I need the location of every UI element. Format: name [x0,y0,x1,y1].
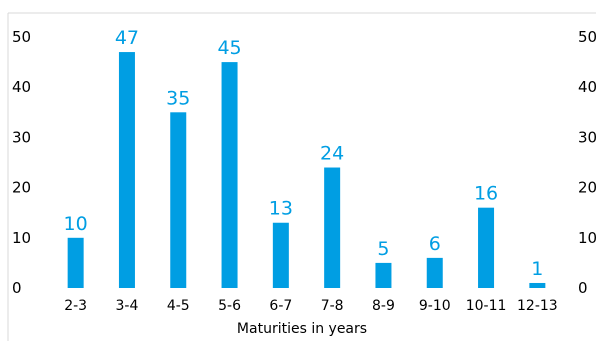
data-label: 13 [269,198,293,220]
bar [170,112,187,288]
data-label: 1 [531,258,543,280]
bar [426,257,443,288]
data-label: 6 [429,233,441,255]
y-tick-label-right: 0 [578,279,588,297]
y-tick-label-left: 0 [12,279,22,297]
x-tick-label: 5-6 [218,298,241,314]
y-tick-label-right: 50 [578,28,596,46]
bar [375,262,392,288]
y-tick-label-right: 20 [578,179,596,197]
y-tick-label-right: 30 [578,128,596,146]
data-label: 47 [115,27,139,49]
y-tick-label-left: 10 [12,229,31,247]
x-axis-title: Maturities in years [237,321,367,337]
x-axis: 2-3 3-4 4-5 5-6 6-7 7-8 8-9 9-10 10-11 12-13 [64,298,557,314]
bar [529,282,546,288]
y-tick-label-left: 30 [12,128,31,146]
bar-series [67,52,546,289]
x-tick-label: 12-13 [517,298,558,314]
data-label: 5 [377,238,389,260]
x-tick-label: 10-11 [466,298,507,314]
y-axis-right: 0 10 20 30 40 50 [578,28,596,297]
x-tick-label: 7-8 [321,298,344,314]
y-axis-left: 0 10 20 30 40 50 [12,28,31,297]
bar [478,207,495,288]
y-tick-label-left: 50 [12,28,31,46]
bar [221,62,238,288]
y-tick-label-left: 40 [12,78,31,96]
data-label: 10 [64,213,88,235]
data-label: 35 [166,87,190,109]
bar [272,222,289,288]
bar [118,52,135,289]
y-tick-label-right: 40 [578,78,596,96]
x-tick-label: 8-9 [372,298,395,314]
chart-frame [7,12,596,341]
data-label: 16 [474,183,498,205]
data-label: 45 [217,37,241,59]
data-labels: 10 47 35 45 13 24 5 6 16 1 [64,27,544,280]
data-label: 24 [320,143,344,165]
y-tick-label-left: 20 [12,179,31,197]
x-tick-label: 4-5 [167,298,190,314]
y-tick-label-right: 10 [578,229,596,247]
x-tick-label: 9-10 [419,298,451,314]
x-tick-label: 6-7 [269,298,292,314]
x-tick-label: 3-4 [116,298,139,314]
bar [324,167,341,288]
x-tick-label: 2-3 [64,298,87,314]
bar [67,237,84,288]
